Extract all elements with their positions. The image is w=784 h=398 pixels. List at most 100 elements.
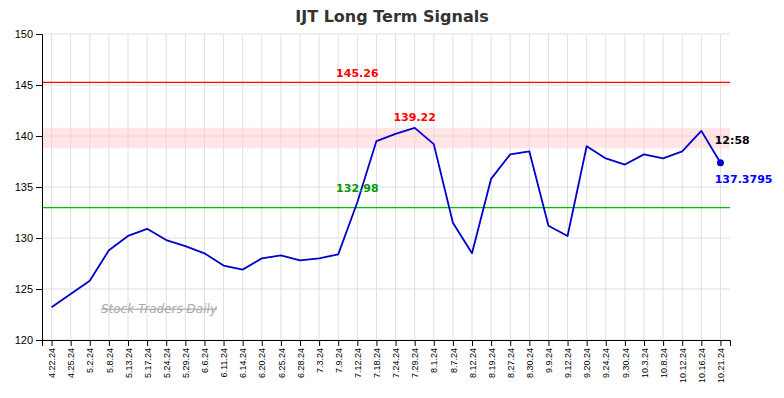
x-tick: 7.29.24: [410, 340, 420, 378]
grid-line-x: [586, 34, 587, 340]
x-tick-mark: [606, 340, 607, 346]
x-tick: 10.3.24: [640, 340, 650, 378]
grid-line-x: [548, 34, 549, 340]
grid-line-y: [42, 289, 730, 290]
x-tick: 9.24.24: [601, 340, 611, 378]
x-tick-mark: [529, 340, 530, 346]
x-tick-label: 10.16.24: [697, 348, 707, 383]
grid-line-x: [147, 34, 148, 340]
x-tick: 10.8.24: [659, 340, 669, 378]
x-tick: 10.12.24: [678, 340, 688, 383]
annotation: 139.22: [393, 111, 435, 124]
x-tick: 10.21.24: [716, 340, 726, 383]
y-axis: 120125130135140145150: [15, 28, 43, 346]
x-tick-label: 7.18.24: [372, 348, 382, 378]
x-tick-label: 8.27.24: [506, 348, 516, 378]
x-tick-label: 9.12.24: [563, 348, 573, 378]
x-tick-label: 8.1.24: [429, 348, 439, 373]
y-tick-label: 150: [15, 28, 33, 40]
y-tick-mark: [36, 187, 42, 188]
grid-line-x: [529, 34, 530, 340]
y-tick-label: 145: [15, 79, 33, 91]
x-tick-mark: [128, 340, 129, 346]
x-tick-mark: [52, 340, 53, 346]
x-tick: 8.7.24: [449, 340, 459, 373]
plot-area: [42, 82, 730, 307]
x-tick-mark: [453, 340, 454, 346]
annotation: 137.3795: [715, 173, 773, 186]
grid-line-x: [108, 34, 109, 340]
x-tick-label: 10.8.24: [659, 348, 669, 378]
grid-line-x: [51, 34, 52, 340]
x-tick-label: 4.22.24: [47, 348, 57, 378]
x-tick-label: 6.6.24: [200, 348, 210, 373]
x-tick-mark: [300, 340, 301, 346]
grid-line-x: [204, 34, 205, 340]
x-tick-label: 8.7.24: [449, 348, 459, 373]
x-tick-mark: [319, 340, 320, 346]
annotation: 132.98: [336, 182, 378, 195]
annotations: 145.26 139.22 132.98 12:58 137.3795: [336, 67, 772, 195]
x-tick: 4.22.24: [47, 340, 57, 378]
x-tick-label: 10.12.24: [678, 348, 688, 383]
y-tick-label: 140: [15, 130, 33, 142]
x-tick-label: 7.24.24: [391, 348, 401, 378]
annotation: 12:58: [715, 134, 750, 147]
grid-line-y: [42, 85, 730, 86]
x-tick: 6.14.24: [238, 340, 248, 378]
y-tick-label: 135: [15, 181, 33, 193]
x-tick: 5.29.24: [181, 340, 191, 378]
x-tick-mark: [568, 340, 569, 346]
x-tick: 4.25.24: [66, 340, 76, 378]
x-tick-mark: [224, 340, 225, 346]
x-tick-label: 8.19.24: [487, 348, 497, 378]
grid-line-y: [42, 238, 730, 239]
x-tick-label: 10.21.24: [716, 348, 726, 383]
chart-title: IJT Long Term Signals: [295, 7, 488, 26]
grid-line-x: [720, 34, 721, 340]
x-tick: 9.30.24: [621, 340, 631, 378]
x-tick-label: 7.9.24: [334, 348, 344, 373]
grid-line-x: [701, 34, 702, 340]
last-point: [717, 159, 724, 166]
x-tick-label: 10.3.24: [640, 348, 650, 378]
x-tick: 5.2.24: [85, 340, 95, 373]
x-tick-label: 5.29.24: [181, 348, 191, 378]
x-tick-label: 7.3.24: [315, 348, 325, 373]
x-tick: 5.13.24: [124, 340, 134, 378]
annotation: 145.26: [336, 67, 379, 80]
grid-line-y: [42, 187, 730, 188]
y-tick-mark: [36, 340, 42, 341]
x-tick: 5.8.24: [105, 340, 115, 373]
reference-line: [42, 207, 730, 208]
grid-line-x: [567, 34, 568, 340]
x-tick-label: 8.30.24: [525, 348, 535, 378]
grid: [42, 34, 730, 340]
x-tick-mark: [415, 340, 416, 346]
y-tick: 135: [15, 181, 42, 193]
y-tick-mark: [36, 85, 42, 86]
x-tick-label: 5.17.24: [143, 348, 153, 378]
x-tick-label: 6.11.24: [219, 348, 229, 377]
x-tick-mark: [644, 340, 645, 346]
x-tick-mark: [434, 340, 435, 346]
grid-line-x: [605, 34, 606, 340]
grid-line-x: [166, 34, 167, 340]
y-tick-mark: [36, 136, 42, 137]
x-tick: 6.25.24: [277, 340, 287, 378]
x-tick: 5.17.24: [143, 340, 153, 378]
grid-line-x: [644, 34, 645, 340]
x-tick-mark: [396, 340, 397, 346]
x-tick-mark: [548, 340, 549, 346]
x-tick-label: 6.20.24: [257, 348, 267, 378]
x-tick: 7.3.24: [315, 340, 325, 373]
x-tick: 6.6.24: [200, 340, 210, 373]
grid-line-y: [42, 34, 730, 35]
x-tick: 7.18.24: [372, 340, 382, 378]
x-axis-line: [43, 341, 731, 347]
x-tick-mark: [587, 340, 588, 346]
price-line: [52, 128, 721, 308]
y-tick-mark: [36, 238, 42, 239]
reference-line: [42, 82, 730, 83]
x-tick-mark: [204, 340, 205, 346]
